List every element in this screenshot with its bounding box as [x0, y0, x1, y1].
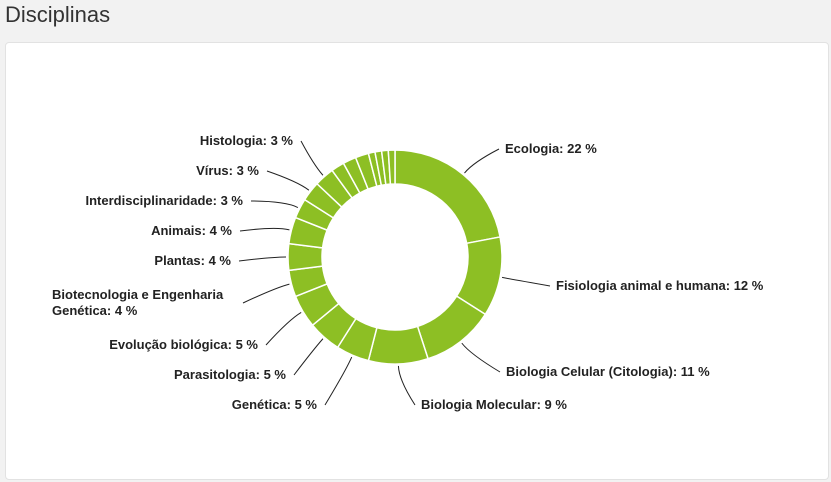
leader-line — [464, 148, 500, 174]
leader-line — [397, 365, 416, 406]
leader-line — [324, 356, 353, 406]
leader-line — [461, 342, 501, 373]
leader-line — [501, 276, 551, 287]
leader-line — [238, 256, 287, 262]
leader-line — [242, 283, 290, 304]
data-label: Animais: 4 % — [151, 223, 232, 238]
donut-slice — [387, 149, 396, 185]
leader-line — [265, 312, 302, 346]
data-label: Fisiologia animal e humana: 12 % — [556, 278, 764, 293]
leader-line — [300, 140, 324, 176]
donut-slice — [367, 325, 430, 365]
data-label: Ecologia: 22 % — [505, 141, 597, 156]
data-label: Interdisciplinaridade: 3 % — [85, 193, 244, 208]
data-label: Parasitologia: 5 % — [174, 367, 286, 382]
page-title: Disciplinas — [5, 2, 111, 27]
data-label: Histologia: 3 % — [199, 133, 293, 148]
data-label: Evolução biológica: 5 % — [109, 337, 258, 352]
leader-line — [239, 227, 290, 232]
data-label: Biologia Celular (Citologia): 11 % — [506, 364, 710, 379]
leader-line — [293, 338, 324, 376]
data-label: Biotecnologia e Engenharia Genética: 4 % — [52, 287, 224, 318]
donut-slice — [394, 149, 501, 245]
leader-line — [250, 200, 299, 208]
data-label: Genética: 5 % — [231, 397, 317, 412]
chart-card — [5, 42, 829, 480]
data-label: Vírus: 3 % — [196, 163, 259, 178]
data-label: Plantas: 4 % — [154, 253, 231, 268]
leader-line — [266, 170, 310, 191]
data-label: Biologia Molecular: 9 % — [421, 397, 567, 412]
